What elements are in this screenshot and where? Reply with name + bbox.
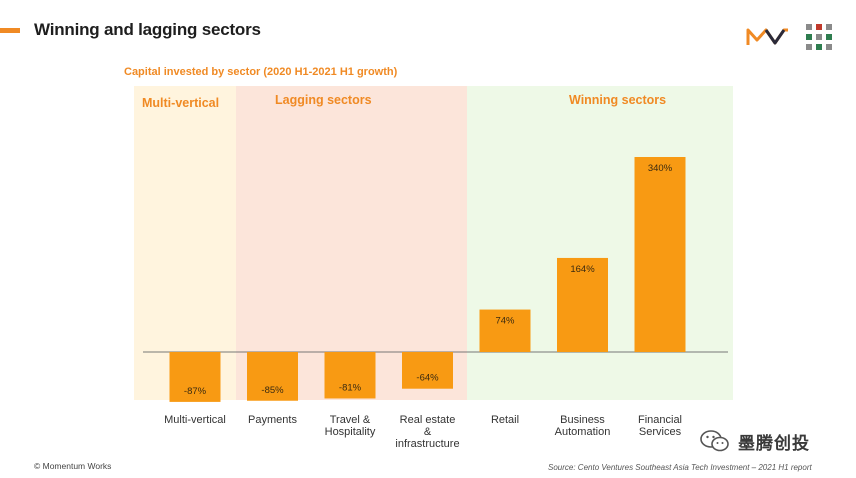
zone-lagging-sectors	[236, 86, 467, 400]
bar	[169, 352, 221, 402]
zone-label-lagging: Lagging sectors	[275, 93, 372, 107]
copyright-text: © Momentum Works	[34, 461, 112, 471]
bar	[247, 352, 298, 401]
bar-value-label: -81%	[339, 382, 362, 393]
bar	[402, 352, 453, 389]
title-accent-bar	[0, 28, 20, 33]
category-label: Financial Services	[637, 414, 683, 438]
bar-value-label: -64%	[416, 373, 439, 384]
bar-value-label: -85%	[261, 385, 284, 396]
zone-label-winning: Winning sectors	[569, 93, 667, 107]
partner-grid-logo	[806, 24, 832, 50]
bar	[557, 257, 608, 352]
wechat-watermark: 墨腾创投	[700, 426, 810, 456]
category-label: Retail	[490, 414, 520, 426]
category-label: Business Automation	[554, 414, 611, 438]
bar	[324, 352, 376, 399]
bar-value-label: 340%	[648, 163, 673, 174]
source-note: Source: Cento Ventures Southeast Asia Te…	[548, 463, 812, 472]
category-label: Payments	[248, 414, 297, 426]
bar	[634, 157, 686, 352]
wechat-account-name: 墨腾创投	[738, 433, 810, 453]
category-label: Travel & Hospitality	[324, 414, 376, 438]
momentum-works-logo	[746, 28, 788, 45]
bar	[479, 309, 531, 352]
slide-title: Winning and lagging sectors	[34, 20, 261, 39]
bar-value-label: 164%	[570, 264, 595, 275]
zone-label-multi-vertical: Multi-vertical	[142, 96, 220, 110]
bar-value-label: -87%	[184, 386, 207, 397]
wechat-icon	[700, 430, 729, 452]
category-label: Real estate & infrastructure	[395, 414, 460, 450]
zone-multi-vertical	[134, 86, 236, 400]
chart-title: Capital invested by sector (2020 H1-2021…	[124, 66, 398, 78]
category-label: Multi-vertical	[164, 414, 226, 426]
bar-value-label: 74%	[495, 316, 515, 327]
